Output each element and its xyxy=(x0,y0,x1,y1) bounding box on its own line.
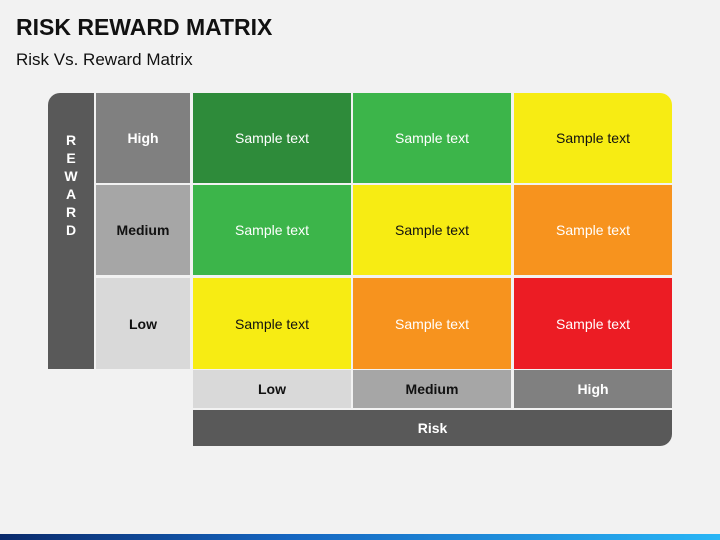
cell: Sample text xyxy=(514,93,672,183)
column-label: Medium xyxy=(353,370,511,408)
cell: Sample text xyxy=(193,278,351,369)
cell: Sample text xyxy=(193,93,351,183)
footer-stripe xyxy=(0,534,720,540)
cell: Sample text xyxy=(353,278,511,369)
row-label: Medium xyxy=(96,185,190,275)
title: RISK REWARD MATRIX xyxy=(16,14,273,40)
y-axis-bar: REWARD xyxy=(48,93,94,369)
y-axis-label: REWARD xyxy=(63,132,79,240)
subtitle: Risk Vs. Reward Matrix xyxy=(16,50,193,69)
row-label: High xyxy=(96,93,190,183)
row-label: Low xyxy=(96,278,190,369)
cell: Sample text xyxy=(514,185,672,275)
column-label: Low xyxy=(193,370,351,408)
column-label: High xyxy=(514,370,672,408)
x-axis-label: Risk xyxy=(193,410,672,446)
cell: Sample text xyxy=(353,93,511,183)
cell: Sample text xyxy=(353,185,511,275)
cell: Sample text xyxy=(514,278,672,369)
cell: Sample text xyxy=(193,185,351,275)
